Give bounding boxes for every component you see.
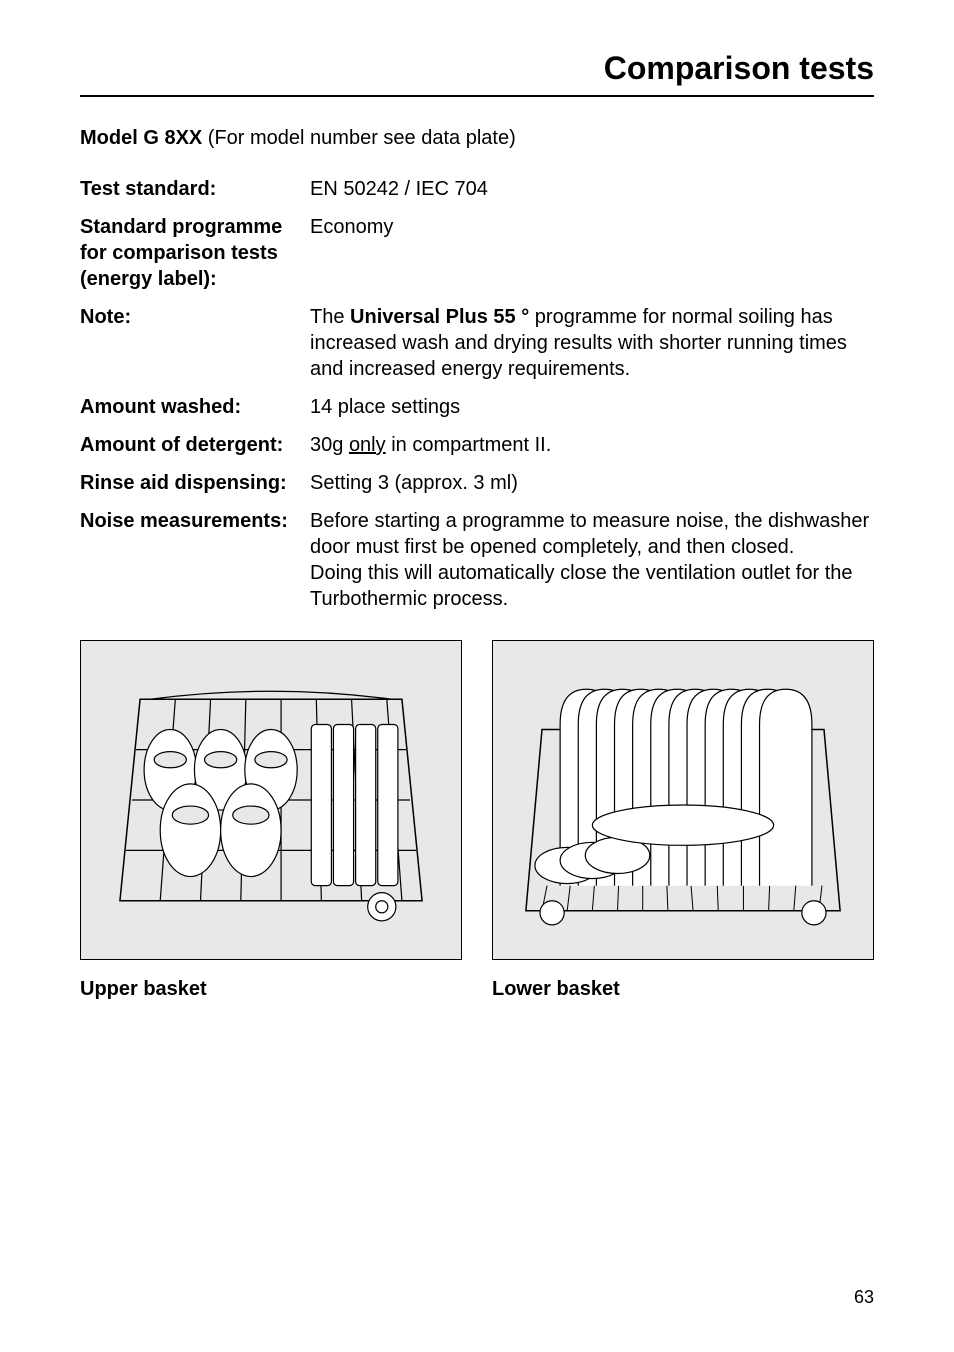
spec-row: Standard programme for comparison tests … [80,208,874,298]
spec-row: Rinse aid dispensing:Setting 3 (approx. … [80,464,874,502]
lower-basket-icon [511,659,855,941]
spec-label: Noise measurements: [80,502,310,618]
spec-value: EN 50242 / IEC 704 [310,170,874,208]
lower-basket-col: Lower basket [492,640,874,1001]
spec-row: Noise measurements:Before starting a pro… [80,502,874,618]
upper-basket-caption: Upper basket [80,978,462,1001]
spec-row: Test standard:EN 50242 / IEC 704 [80,170,874,208]
figures-row: Upper basket [80,640,874,1001]
spec-label: Rinse aid dispensing: [80,464,310,502]
lower-basket-caption: Lower basket [492,978,874,1001]
spec-label: Note: [80,298,310,388]
upper-basket-col: Upper basket [80,640,462,1001]
spec-value: Economy [310,208,874,298]
lower-basket-figure [492,640,874,960]
upper-basket-figure [80,640,462,960]
spec-row: Note:The Universal Plus 55 ° programme f… [80,298,874,388]
spec-label: Standard programme for comparison tests … [80,208,310,298]
spec-value: The Universal Plus 55 ° programme for no… [310,298,874,388]
spec-label: Amount washed: [80,388,310,426]
model-line: Model G 8XX (For model number see data p… [80,127,874,150]
page-number: 63 [854,1287,874,1308]
model-label: Model G 8XX [80,127,202,149]
model-suffix: (For model number see data plate) [202,127,516,149]
spec-label: Amount of detergent: [80,426,310,464]
spec-row: Amount washed:14 place settings [80,388,874,426]
page-title: Comparison tests [80,50,874,97]
spec-row: Amount of detergent:30g only in compartm… [80,426,874,464]
spec-table: Test standard:EN 50242 / IEC 704Standard… [80,170,874,618]
page: Comparison tests Model G 8XX (For model … [0,0,954,1352]
spec-value: Before starting a programme to measure n… [310,502,874,618]
spec-value: 14 place settings [310,388,874,426]
spec-value: Setting 3 (approx. 3 ml) [310,464,874,502]
spec-label: Test standard: [80,170,310,208]
spec-value: 30g only in compartment II. [310,426,874,464]
upper-basket-icon [99,659,443,941]
